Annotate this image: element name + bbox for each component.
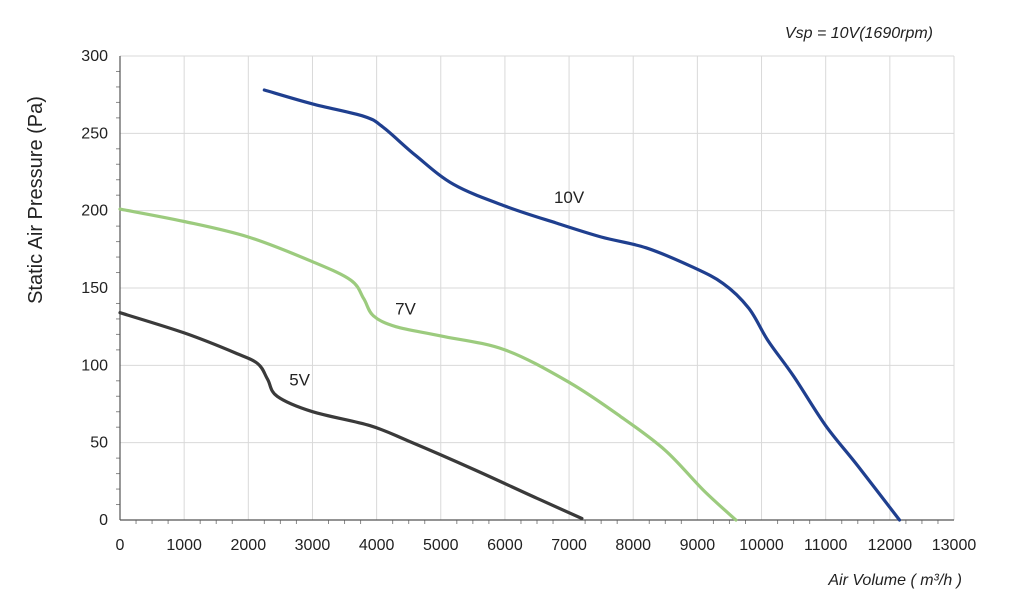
x-tick-label: 7000 <box>551 537 587 554</box>
speed-setting-annotation: Vsp = 10V(1690rpm) <box>785 25 933 42</box>
axes <box>116 56 954 524</box>
y-axis-title: Static Air Pressure (Pa) <box>25 96 47 304</box>
x-tick-label: 5000 <box>423 537 459 554</box>
y-tick-label: 150 <box>81 280 108 297</box>
x-tick-label: 12000 <box>868 537 913 554</box>
series-layer: 10V 7V 5V <box>118 88 902 522</box>
x-tick-label: 0 <box>116 537 125 554</box>
x-tick-label: 13000 <box>932 537 977 554</box>
series-label-7V: 7V <box>395 299 416 318</box>
y-tick-label: 100 <box>81 357 108 374</box>
x-tick-label: 6000 <box>487 537 523 554</box>
y-tick-label: 0 <box>99 512 108 529</box>
grid-lines <box>120 55 955 520</box>
x-tick-label: 2000 <box>231 537 267 554</box>
x-tick-label: 10000 <box>739 537 784 554</box>
y-tick-label: 250 <box>81 125 108 142</box>
x-tick-label: 9000 <box>680 537 716 554</box>
x-tick-label: 8000 <box>615 537 651 554</box>
series-line-7V <box>118 207 738 522</box>
x-tick-label: 11000 <box>804 537 847 554</box>
tick-labels: 0 1000 2000 3000 4000 5000 6000 7000 8000 9000 100… <box>81 48 976 554</box>
series-label-5V: 5V <box>289 370 310 389</box>
x-axis-title: Air Volume ( m³/h ) <box>827 572 962 589</box>
series-line-10V <box>262 88 902 522</box>
x-tick-label: 4000 <box>359 537 395 554</box>
x-tick-label: 3000 <box>295 537 331 554</box>
series-label-10V: 10V <box>554 188 585 207</box>
y-tick-label: 300 <box>81 48 108 65</box>
x-tick-label: 1000 <box>166 537 202 554</box>
series-line-5V <box>118 311 584 521</box>
y-tick-label: 50 <box>90 435 108 452</box>
y-tick-label: 200 <box>81 203 108 220</box>
